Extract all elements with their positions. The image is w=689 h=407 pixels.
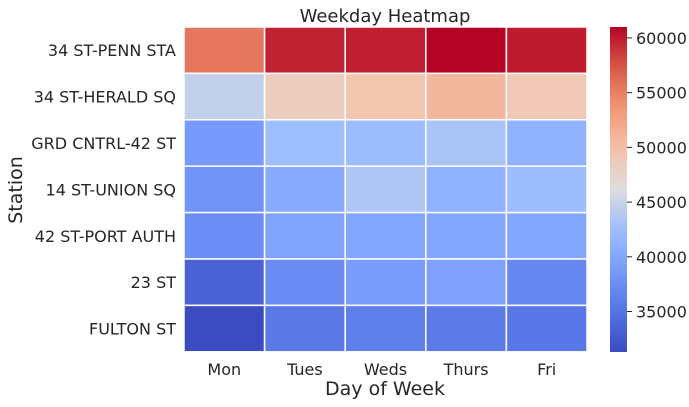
colorbar-tick-label: 40000: [636, 248, 687, 267]
heatmap-cell: [425, 26, 508, 75]
heatmap-cell: [505, 211, 588, 260]
heatmap-cell: [344, 304, 427, 353]
heatmap-cell: [344, 211, 427, 260]
heatmap-cell: [425, 304, 508, 353]
heatmap-cell: [505, 165, 588, 214]
heatmap-cell: [183, 26, 266, 75]
x-tick-label: Tues: [286, 360, 323, 379]
heatmap-cell: [425, 258, 508, 307]
x-axis-label: Day of Week: [325, 378, 445, 400]
heatmap-cell: [505, 72, 588, 121]
colorbar-tick-label: 55000: [636, 84, 687, 103]
heatmap-cell: [425, 165, 508, 214]
x-tick-label: Fri: [537, 360, 556, 379]
heatmap-cell: [183, 258, 266, 307]
colorbar-tick-label: 35000: [636, 303, 687, 322]
y-tick-label: 14 ST-UNION SQ: [46, 180, 176, 199]
y-tick-label: 23 ST: [131, 273, 177, 292]
y-tick-labels: 34 ST-PENN STA 34 ST-HERALD SQ GRD CNTRL-4…: [31, 41, 176, 338]
y-tick-label: FULTON ST: [89, 320, 176, 339]
heatmap-cell: [505, 258, 588, 307]
x-tick-label: Mon: [207, 360, 241, 379]
heatmap-cell: [344, 165, 427, 214]
heatmap-cell: [505, 119, 588, 167]
colorbar-tick-label: 60000: [636, 29, 687, 48]
heatmap-cell: [263, 119, 346, 167]
y-tick-label: 42 ST-PORT AUTH: [35, 227, 176, 246]
heatmap-cell: [263, 165, 346, 214]
heatmap-cell: [183, 165, 266, 214]
heatmap-cell: [183, 72, 266, 121]
heatmap-cell: [263, 26, 346, 75]
x-tick-labels: Mon Tues Weds Thurs Fri: [207, 360, 556, 379]
heatmap-cell: [425, 119, 508, 167]
colorbar-tick-label: 45000: [636, 193, 687, 212]
y-axis-label: Station: [5, 156, 27, 224]
heatmap-cell: [183, 304, 266, 353]
colorbar-tick-label: 50000: [636, 138, 687, 157]
x-tick-label: Weds: [364, 360, 407, 379]
heatmap-cell: [344, 26, 427, 75]
heatmap-cell: [425, 211, 508, 260]
chart-title: Weekday Heatmap: [300, 6, 471, 27]
heatmap-cell: [263, 304, 346, 353]
y-tick-label: 34 ST-HERALD SQ: [34, 88, 176, 107]
heatmap-cell: [263, 72, 346, 121]
colorbar: [610, 27, 627, 352]
heatmap-cell: [344, 119, 427, 167]
heatmap-cell: [425, 72, 508, 121]
x-tick-label: Thurs: [443, 360, 489, 379]
heatmap-cell: [344, 258, 427, 307]
y-tick-label: 34 ST-PENN STA: [48, 41, 176, 60]
colorbar-ticks: 35000 40000 45000 50000 55000 60000: [627, 29, 687, 322]
heatmap-cell: [263, 258, 346, 307]
heatmap-cell: [505, 26, 588, 75]
heatmap-cell: [183, 119, 266, 167]
heatmap-cell: [263, 211, 346, 260]
heatmap-cell: [183, 211, 266, 260]
heatmap-cell: [344, 72, 427, 121]
heatmap-cell: [505, 304, 588, 353]
heatmap-cells: [183, 26, 588, 353]
y-tick-label: GRD CNTRL-42 ST: [31, 134, 176, 153]
